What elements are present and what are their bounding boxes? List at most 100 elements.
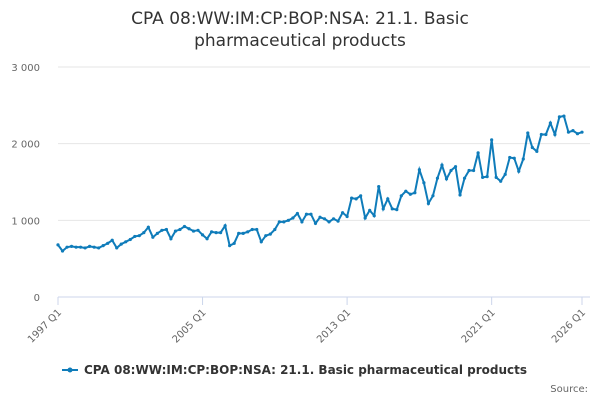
data-point xyxy=(295,211,300,216)
data-point xyxy=(508,155,512,160)
data-point xyxy=(119,242,123,246)
data-point xyxy=(390,207,394,211)
data-point xyxy=(494,175,498,179)
data-point xyxy=(92,245,96,249)
data-point xyxy=(205,237,209,241)
data-point xyxy=(65,245,69,249)
data-point xyxy=(336,219,340,223)
x-tick-label: 2026 Q1 xyxy=(550,307,588,345)
data-point xyxy=(191,229,196,233)
data-point xyxy=(404,189,408,193)
data-point xyxy=(431,194,435,198)
data-point xyxy=(56,243,60,247)
data-point xyxy=(142,231,146,235)
data-point xyxy=(363,216,367,220)
data-point xyxy=(60,249,65,253)
data-point xyxy=(318,215,322,219)
x-tick-label: 1997 Q1 xyxy=(26,307,64,345)
data-point xyxy=(535,149,539,153)
legend-marker xyxy=(67,367,73,373)
data-point xyxy=(399,194,403,198)
data-point xyxy=(83,246,87,250)
data-point xyxy=(223,224,227,228)
data-point xyxy=(381,207,385,211)
data-point xyxy=(255,227,259,232)
data-point xyxy=(133,234,137,239)
data-point xyxy=(417,168,421,172)
data-point xyxy=(160,228,164,232)
data-point xyxy=(106,241,110,245)
data-point xyxy=(377,185,381,189)
data-point xyxy=(259,240,263,244)
data-point xyxy=(146,225,150,229)
data-point xyxy=(309,212,313,216)
y-tick-label: 1 000 xyxy=(11,216,40,227)
data-point xyxy=(124,240,128,244)
data-point xyxy=(426,201,431,206)
data-point xyxy=(268,232,272,236)
source: Source: xyxy=(550,384,588,395)
data-point xyxy=(395,208,399,212)
data-point xyxy=(331,217,336,221)
data-point xyxy=(499,179,503,183)
data-point xyxy=(196,228,200,232)
data-point xyxy=(571,129,575,133)
data-point xyxy=(462,176,467,180)
data-point xyxy=(521,157,525,161)
data-point xyxy=(155,231,159,235)
data-point xyxy=(350,196,354,200)
data-point xyxy=(557,115,562,119)
data-point xyxy=(173,229,178,233)
data-point xyxy=(300,220,304,224)
data-point xyxy=(304,212,309,216)
data-point xyxy=(435,176,440,180)
data-point xyxy=(485,175,489,179)
data-point xyxy=(228,244,232,248)
data-point xyxy=(359,194,363,198)
data-point xyxy=(313,221,318,225)
data-point xyxy=(237,231,241,235)
data-point xyxy=(282,220,286,224)
data-point xyxy=(566,130,571,134)
data-point xyxy=(413,191,417,195)
data-point xyxy=(137,234,141,238)
data-point xyxy=(219,231,223,235)
data-point xyxy=(214,231,218,235)
data-point xyxy=(209,230,214,234)
data-point xyxy=(277,220,281,224)
data-point xyxy=(164,227,169,232)
data-point xyxy=(115,246,119,250)
data-point xyxy=(128,237,132,242)
data-point xyxy=(340,211,345,215)
data-point xyxy=(200,233,205,237)
y-tick-label: 3 000 xyxy=(11,63,40,74)
data-point xyxy=(178,227,182,232)
data-point xyxy=(368,208,372,212)
data-point xyxy=(517,169,521,173)
data-point xyxy=(345,214,349,219)
data-point xyxy=(110,238,114,242)
data-point xyxy=(512,156,516,160)
data-point xyxy=(78,245,83,249)
data-point xyxy=(449,168,453,173)
data-point xyxy=(453,165,458,169)
data-point xyxy=(422,181,426,185)
data-point xyxy=(544,132,548,137)
data-point xyxy=(530,145,534,150)
data-point xyxy=(548,121,552,125)
x-tick-label: 2013 Q1 xyxy=(315,307,353,345)
data-point xyxy=(322,217,327,221)
data-point xyxy=(246,230,250,234)
data-point xyxy=(503,172,507,176)
data-point xyxy=(408,192,412,196)
data-point xyxy=(386,197,390,201)
data-point xyxy=(273,227,277,232)
data-point xyxy=(327,220,331,224)
data-point xyxy=(471,168,476,173)
data-point xyxy=(187,227,191,231)
data-point xyxy=(526,131,530,135)
data-point xyxy=(575,132,580,136)
data-point xyxy=(440,163,444,167)
data-point xyxy=(458,193,462,197)
